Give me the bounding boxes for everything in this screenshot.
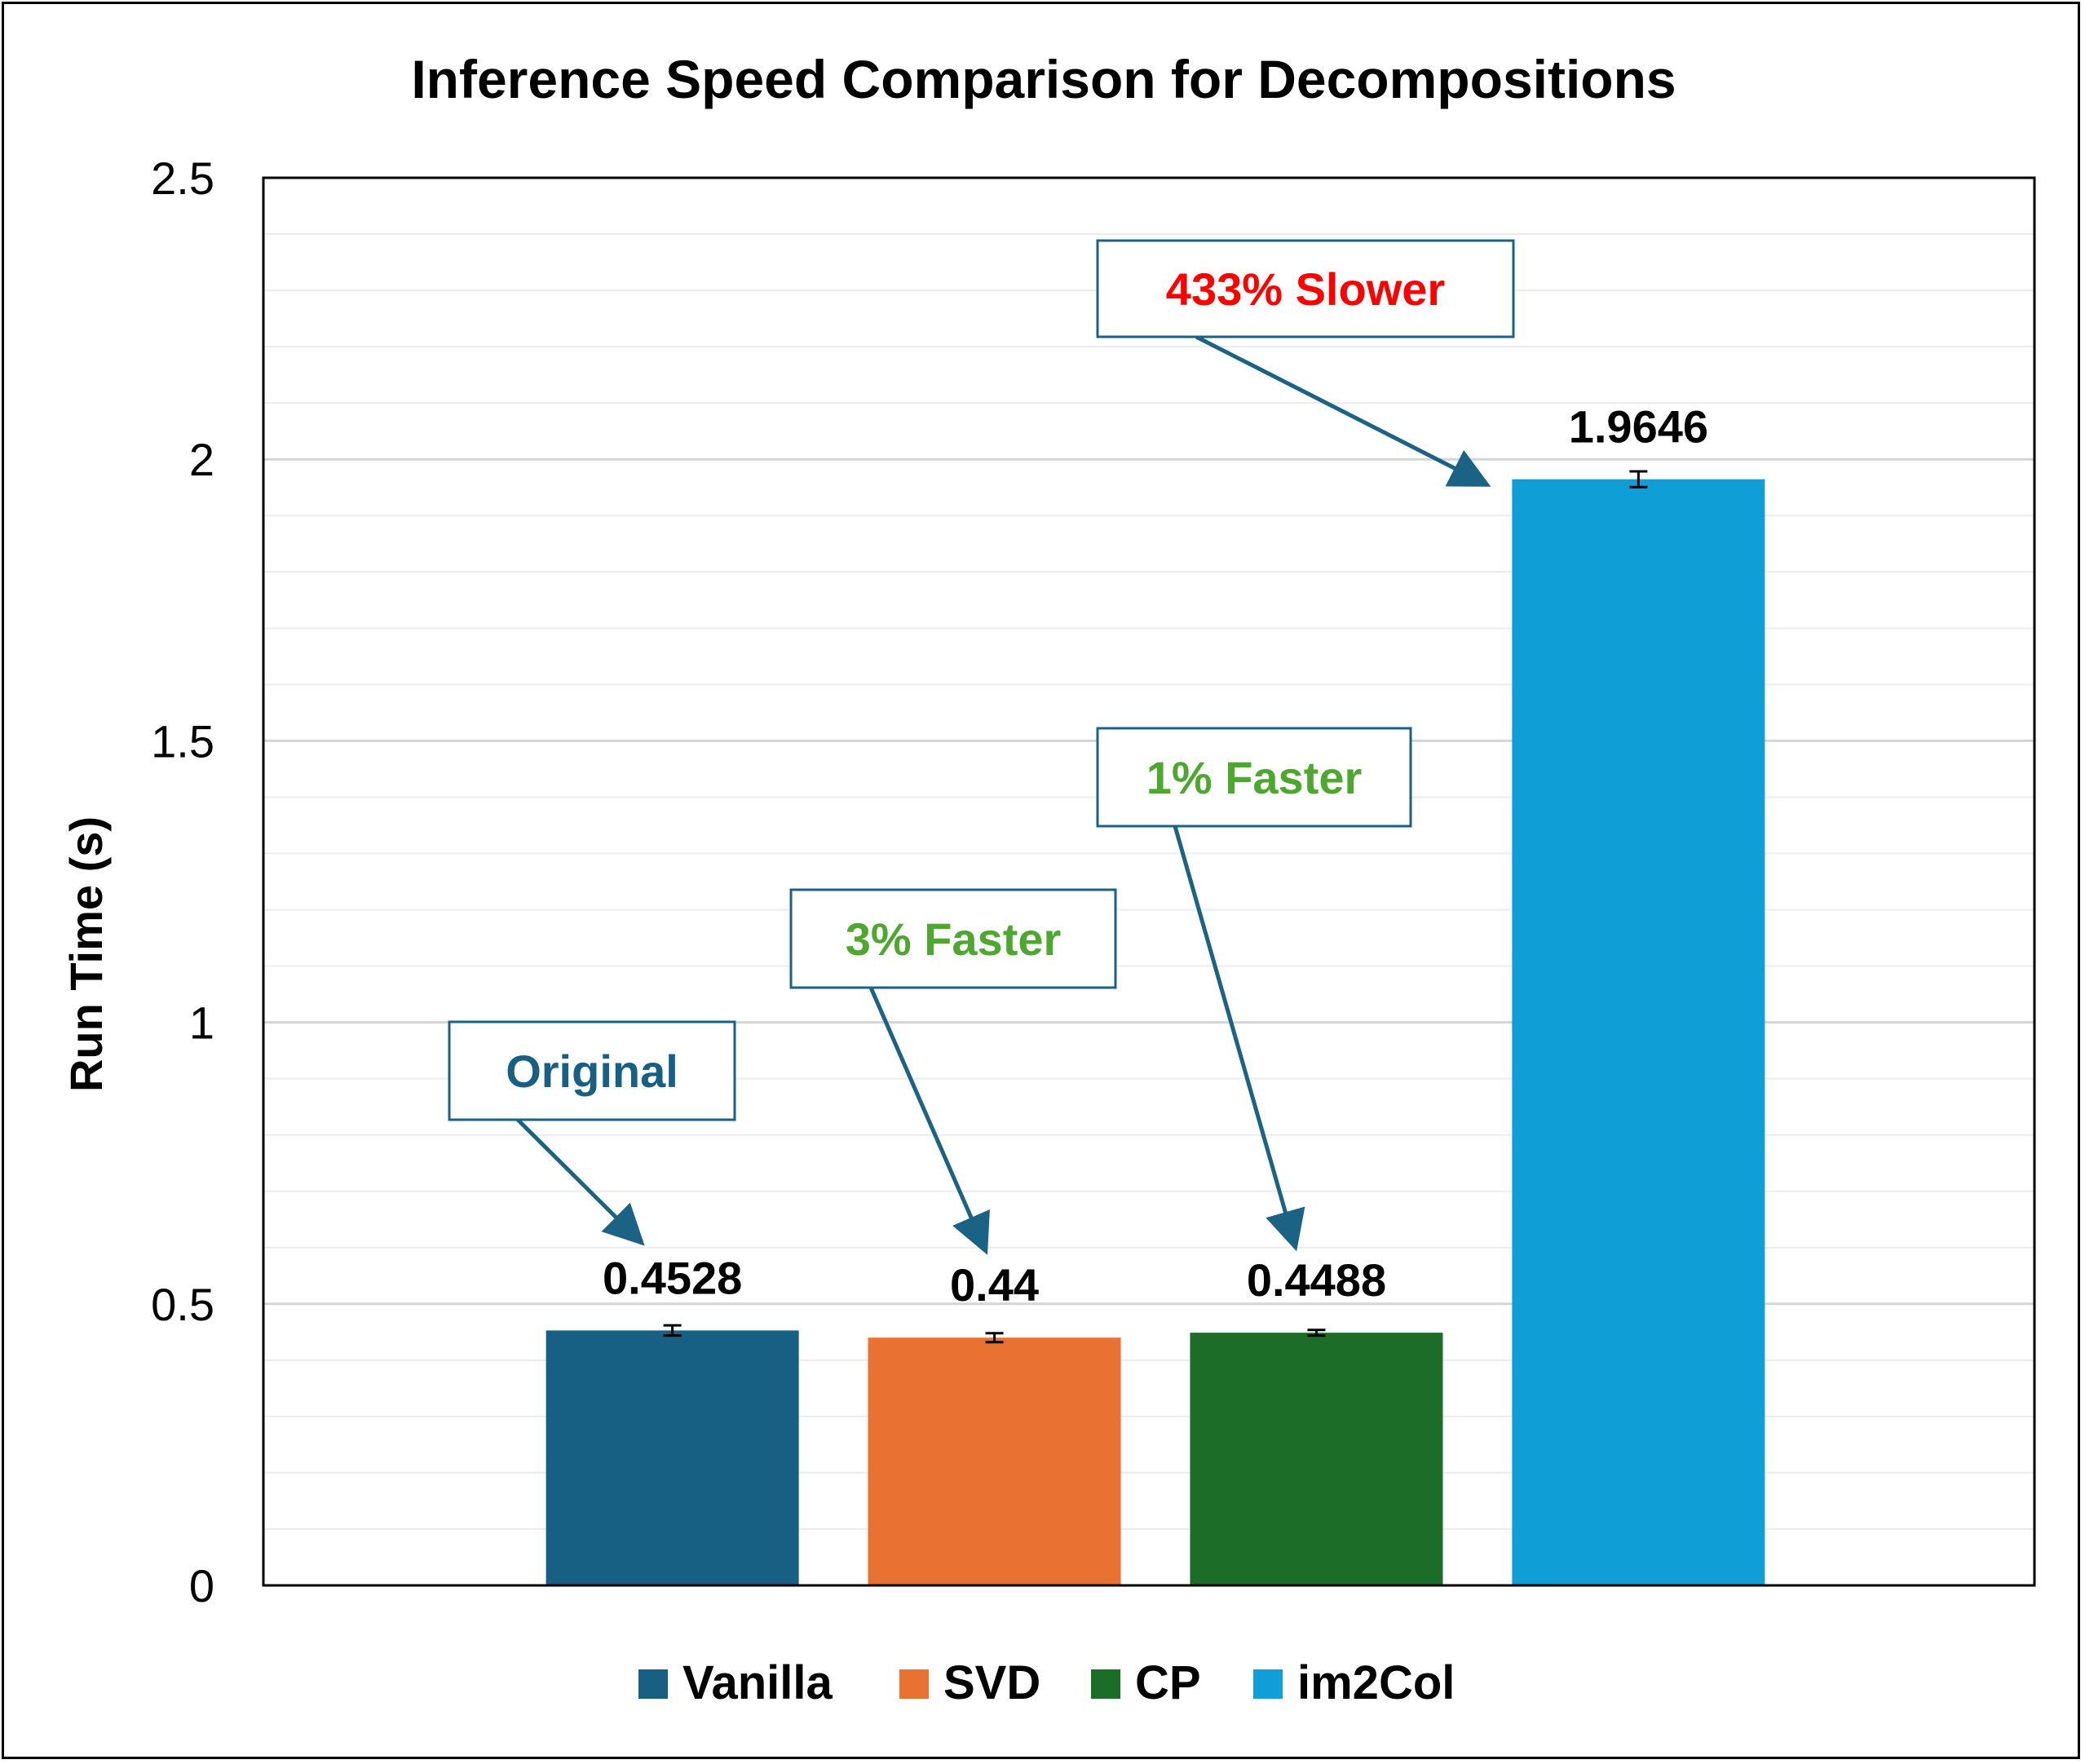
y-tick-label: 0.5: [151, 1279, 214, 1330]
legend-item-cp: CP: [1091, 1656, 1201, 1709]
legend-item-vanilla: Vanilla: [638, 1656, 833, 1709]
bar-im2col: [1512, 479, 1765, 1585]
annotation-callout: 1% Faster: [1096, 727, 1412, 1252]
chart-title: Inference Speed Comparison for Decomposi…: [411, 49, 1676, 109]
legend-label: CP: [1135, 1656, 1201, 1709]
y-tick-label: 2.5: [151, 153, 214, 204]
value-label: 0.4528: [603, 1252, 742, 1303]
value-label: 1.9646: [1569, 401, 1708, 453]
error-bar-vanilla: [663, 1324, 682, 1337]
error-bars: [663, 470, 1648, 1344]
annotation-callout: 3% Faster: [789, 888, 1117, 1255]
annotations: Original 3% Faster 1% Faster 433% Slower: [448, 239, 1515, 1255]
y-tick-label: 0: [189, 1560, 214, 1611]
value-labels: 0.4528 0.44 0.4488 1.9646: [603, 401, 1708, 1311]
annotation-text: Original: [506, 1046, 678, 1097]
legend-swatch: [1253, 1669, 1283, 1699]
y-axis-label: Run Time (s): [60, 816, 112, 1092]
value-label: 0.44: [950, 1259, 1039, 1311]
value-label: 0.4488: [1247, 1254, 1386, 1306]
annotation-arrow: [1195, 334, 1491, 487]
error-bar-im2col: [1629, 470, 1648, 489]
legend-label: Vanilla: [682, 1656, 833, 1709]
y-tick-label: 1: [189, 997, 214, 1049]
legend-item-im2col: im2Col: [1253, 1656, 1455, 1709]
y-tick-labels: 0 0.5 1 1.5 2 2.5: [151, 153, 214, 1611]
bar-cp: [1190, 1333, 1443, 1585]
legend-label: im2Col: [1297, 1656, 1455, 1709]
annotation-box: [448, 1020, 736, 1121]
annotation-text: 433% Slower: [1166, 263, 1445, 315]
legend-swatch: [1091, 1669, 1120, 1699]
annotation-box: [1096, 727, 1412, 828]
y-tick-label: 2: [189, 434, 214, 485]
legend-label: SVD: [943, 1656, 1040, 1709]
plot-area: [262, 176, 2036, 1587]
bar-svd: [868, 1337, 1121, 1585]
legend-swatch: [899, 1669, 929, 1699]
annotation-text: 3% Faster: [846, 913, 1062, 965]
legend: Vanilla SVD CP im2Col: [638, 1656, 1455, 1709]
legend-swatch: [638, 1669, 668, 1699]
annotation-arrow: [1173, 825, 1305, 1252]
y-tick-label: 1.5: [151, 715, 214, 767]
bars: [546, 479, 1765, 1585]
annotation-callout: Original: [448, 1020, 736, 1246]
gridlines: [263, 233, 2034, 1530]
error-bar-svd: [985, 1332, 1004, 1344]
annotation-callout: 433% Slower: [1096, 239, 1515, 487]
annotation-arrow: [516, 1118, 645, 1246]
annotation-box: [789, 888, 1117, 989]
annotation-arrow: [868, 987, 990, 1255]
annotation-box: [1096, 239, 1515, 338]
annotation-text: 1% Faster: [1146, 752, 1363, 803]
bar-chart: Inference Speed Comparison for Decomposi…: [60, 49, 2036, 1709]
bar-vanilla: [546, 1330, 799, 1585]
error-bar-cp: [1307, 1329, 1326, 1337]
legend-item-svd: SVD: [899, 1656, 1040, 1709]
